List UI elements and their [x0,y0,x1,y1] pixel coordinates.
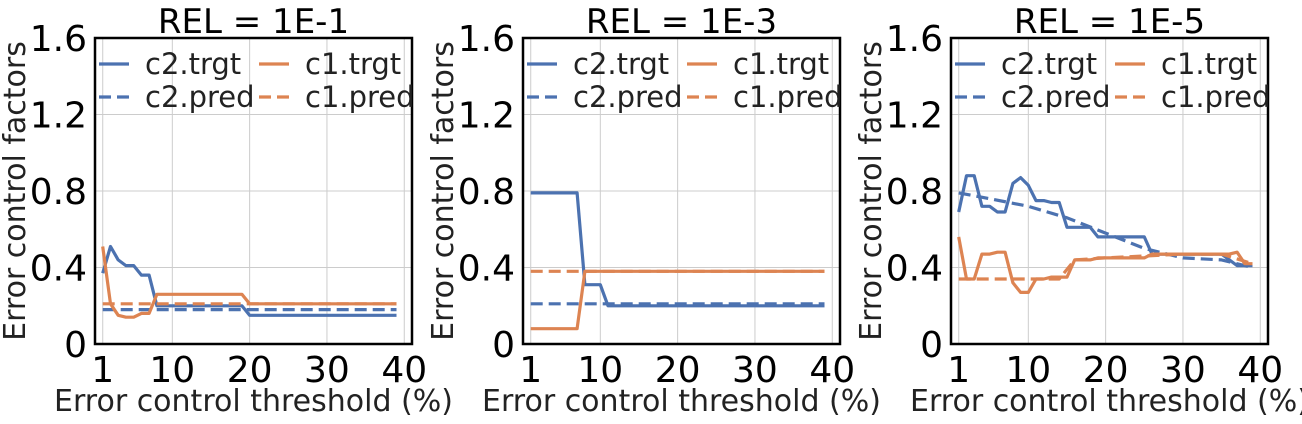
legend-label: c1.trgt [733,47,829,81]
legend-label: c1.pred [1161,80,1271,114]
y-axis-label: Error control factors [854,41,889,341]
axes-frame [521,36,842,346]
y-tick-label: 0 [492,325,515,366]
legend-label: c1.trgt [305,47,401,81]
legend-label: c1.pred [733,80,843,114]
legend-label: c2.pred [145,80,255,114]
legend-label: c2.trgt [573,47,669,81]
x-tick-label: 20 [655,350,701,391]
x-tick-label: 40 [381,350,427,391]
x-axis-label: Error control threshold (%) [482,384,881,419]
x-tick-label: 10 [1005,350,1051,391]
series-line-c2-trgt [101,244,397,317]
legend-label: c2.pred [1001,80,1111,114]
legend-label: c1.trgt [1161,47,1257,81]
y-tick-label: 0.4 [458,249,515,290]
y-tick-label: 1.6 [458,19,515,60]
legend-label: c1.pred [305,80,415,114]
y-axis-label: Error control factors [0,41,33,341]
x-tick-label: 1 [91,350,114,391]
x-tick-label: 1 [947,350,970,391]
x-tick-label: 40 [809,350,855,391]
y-tick-label: 1.2 [458,96,515,137]
series-line-c2-pred [958,191,1253,270]
y-tick-label: 0 [920,325,943,366]
series-lines [957,174,1253,294]
legend-label: c2.pred [573,80,683,114]
y-tick-label: 1.6 [886,19,943,60]
y-tick-label: 0.8 [886,172,943,213]
subplot-title: REL = 1E-1 [158,2,349,42]
x-tick-label: 1 [519,350,542,391]
y-tick-label: 0.8 [30,172,87,213]
x-tick-label: 30 [732,350,778,391]
y-tick-label: 1.2 [886,96,943,137]
y-tick-label: 1.2 [30,96,87,137]
x-axis-label: Error control threshold (%) [54,384,453,419]
series-line-c2-trgt [957,174,1253,268]
subplot-title: REL = 1E-5 [1014,2,1205,42]
axes-frame [93,36,414,346]
x-tick-label: 30 [304,350,350,391]
y-tick-label: 0 [64,325,87,366]
x-tick-label: 20 [1083,350,1129,391]
x-axis-label: Error control threshold (%) [910,384,1302,419]
x-tick-label: 40 [1237,350,1283,391]
legend-label: c2.trgt [145,47,241,81]
series-lines [530,191,825,331]
series-lines [101,244,397,319]
y-tick-label: 0.4 [30,249,87,290]
x-tick-label: 10 [149,350,195,391]
y-tick-label: 1.6 [30,19,87,60]
x-tick-label: 20 [227,350,273,391]
subplot-title: REL = 1E-3 [586,2,777,42]
axes-frame [949,36,1270,346]
series-line-c1-pred [958,252,1253,281]
legend-label: c2.trgt [1001,47,1097,81]
y-tick-label: 0.8 [458,172,515,213]
x-tick-label: 30 [1160,350,1206,391]
x-tick-label: 10 [577,350,623,391]
series-line-c2-trgt [530,191,825,308]
y-tick-label: 0.4 [886,249,943,290]
y-axis-label: Error control factors [426,41,461,341]
series-line-c1-trgt [101,246,397,319]
